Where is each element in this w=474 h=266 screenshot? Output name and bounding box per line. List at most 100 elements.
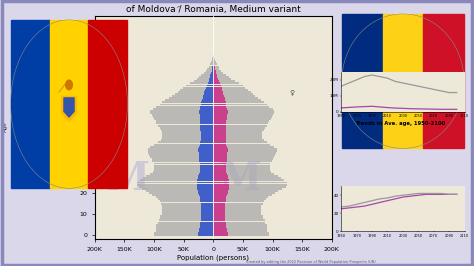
Bar: [213, 124, 226, 127]
Bar: [162, 135, 213, 137]
Bar: [213, 61, 214, 63]
Bar: [213, 97, 225, 99]
Polygon shape: [50, 20, 89, 188]
Bar: [213, 110, 228, 112]
Bar: [162, 133, 213, 135]
Circle shape: [66, 80, 73, 90]
Bar: [199, 175, 213, 177]
Bar: [213, 152, 227, 154]
Bar: [200, 198, 213, 200]
Bar: [203, 95, 213, 97]
Polygon shape: [342, 14, 383, 148]
Bar: [213, 85, 243, 86]
Bar: [213, 219, 265, 221]
Bar: [213, 95, 255, 97]
Bar: [158, 222, 213, 223]
Bar: [200, 171, 213, 173]
Bar: [200, 124, 213, 127]
Bar: [209, 80, 213, 82]
Bar: [213, 82, 239, 84]
Bar: [213, 232, 269, 234]
Bar: [200, 165, 213, 167]
Bar: [213, 201, 226, 202]
Bar: [213, 146, 274, 148]
Bar: [213, 190, 228, 192]
Bar: [213, 201, 264, 202]
Bar: [213, 190, 278, 192]
Bar: [213, 112, 274, 114]
Bar: [213, 108, 273, 110]
Bar: [197, 179, 213, 181]
Bar: [178, 91, 213, 93]
Circle shape: [10, 20, 128, 188]
Bar: [186, 85, 213, 86]
Bar: [213, 171, 226, 173]
Bar: [213, 99, 261, 101]
Bar: [152, 160, 213, 162]
Bar: [213, 139, 264, 141]
Bar: [213, 209, 225, 211]
Bar: [199, 110, 213, 112]
Bar: [211, 59, 213, 61]
Bar: [157, 142, 213, 143]
Bar: [205, 89, 213, 91]
Bar: [213, 93, 223, 95]
Bar: [213, 133, 226, 135]
Bar: [213, 160, 272, 162]
Bar: [200, 226, 213, 228]
Bar: [213, 234, 228, 236]
Bar: [197, 186, 213, 188]
Bar: [175, 93, 213, 95]
Bar: [213, 209, 261, 211]
Y-axis label: Age: Age: [67, 121, 73, 134]
Bar: [201, 209, 213, 211]
Bar: [199, 156, 213, 158]
Bar: [200, 106, 213, 107]
Bar: [213, 76, 218, 78]
Bar: [213, 142, 226, 143]
Bar: [151, 112, 213, 114]
Bar: [213, 192, 228, 194]
Bar: [154, 144, 213, 146]
Bar: [213, 133, 263, 135]
Bar: [201, 205, 213, 207]
Bar: [213, 148, 228, 150]
Bar: [150, 146, 213, 148]
Bar: [213, 169, 270, 171]
Bar: [213, 175, 228, 177]
Bar: [209, 78, 213, 80]
Bar: [147, 148, 213, 150]
Bar: [180, 89, 213, 91]
Bar: [213, 154, 275, 156]
Bar: [207, 85, 213, 86]
Bar: [198, 190, 213, 192]
Bar: [201, 217, 213, 219]
Bar: [213, 217, 225, 219]
Bar: [154, 234, 213, 236]
Bar: [199, 192, 213, 194]
Bar: [161, 203, 213, 205]
Bar: [213, 59, 215, 61]
Bar: [213, 82, 220, 84]
Bar: [152, 114, 213, 116]
Bar: [213, 57, 214, 59]
Bar: [213, 234, 269, 236]
Bar: [146, 175, 213, 177]
Bar: [213, 215, 225, 217]
Bar: [213, 156, 274, 158]
Bar: [160, 215, 213, 217]
Bar: [199, 152, 213, 154]
Bar: [200, 169, 213, 171]
Polygon shape: [64, 98, 74, 117]
Bar: [212, 57, 213, 59]
Bar: [213, 127, 226, 129]
Bar: [213, 118, 227, 120]
Polygon shape: [423, 14, 464, 148]
Polygon shape: [89, 20, 128, 188]
Bar: [213, 99, 225, 101]
Bar: [213, 144, 270, 146]
Bar: [213, 148, 277, 150]
Bar: [213, 131, 263, 133]
Bar: [204, 72, 213, 74]
Bar: [207, 68, 213, 70]
